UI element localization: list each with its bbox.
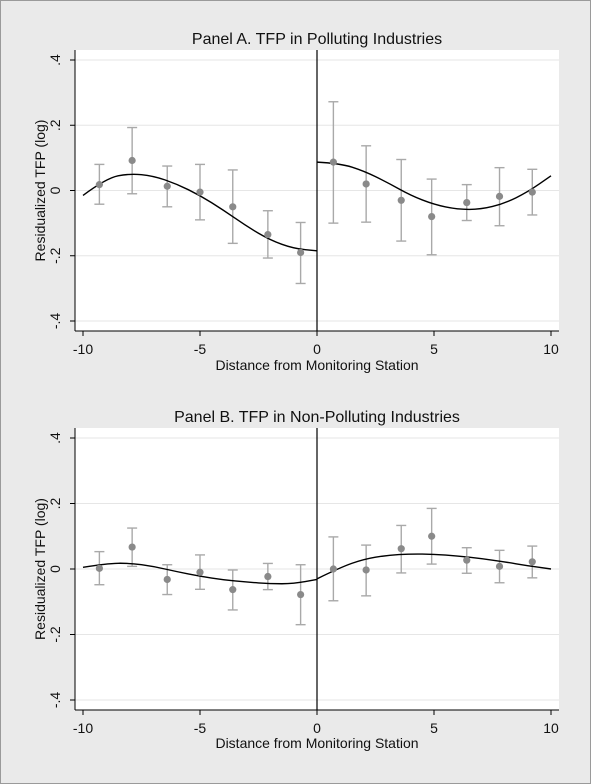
data-point-10 (428, 532, 436, 540)
x-tick-label-0: -10 (73, 720, 93, 736)
y-tick-label-4: -.4 (47, 692, 63, 709)
data-point-3 (196, 188, 204, 196)
y-tick-label-0: .4 (47, 432, 63, 444)
y-tick-label-4: -.4 (47, 313, 63, 330)
data-point-13 (528, 558, 536, 566)
x-tick-label-0: -10 (73, 341, 93, 357)
y-tick-label-0: .4 (47, 54, 63, 66)
data-point-11 (463, 198, 471, 207)
y-tick-label-3: -.2 (47, 247, 63, 264)
panel-title: Panel A. TFP in Polluting Industries (192, 31, 442, 48)
y-tick-label-1: .2 (47, 119, 63, 131)
data-point-6 (297, 248, 305, 257)
data-point-8 (362, 566, 370, 574)
data-point-5 (264, 230, 272, 239)
x-tick-label-1: -5 (194, 341, 207, 357)
x-axis-title: Distance from Monitoring Station (215, 735, 418, 751)
data-point-5 (264, 572, 272, 581)
data-point-2 (163, 182, 171, 190)
data-point-0 (95, 181, 103, 189)
fit-curve-left (82, 173, 318, 252)
data-point-0 (95, 564, 103, 572)
data-point-12 (495, 192, 504, 200)
data-point-11 (463, 556, 471, 564)
y-tick-label-2: 0 (47, 186, 63, 194)
y-axis-title: Residualized TFP (log) (32, 498, 48, 640)
x-tick-label-2: 0 (313, 720, 321, 736)
data-point-9 (397, 196, 405, 204)
fit-curve-left (82, 562, 318, 585)
x-tick-label-3: 5 (430, 341, 438, 357)
data-point-1 (128, 156, 136, 165)
fit-curve-right (316, 161, 552, 211)
x-tick-label-4: 10 (543, 720, 559, 736)
data-point-4 (229, 586, 237, 594)
x-axis-title: Distance from Monitoring Station (215, 357, 418, 373)
panel-b: .4 .2 0 -.2 -.4 -10 -5 0 5 10 Panel B. TFP in Non-… (32, 409, 559, 751)
data-point-6 (297, 590, 305, 599)
data-point-1 (128, 543, 136, 551)
data-point-2 (163, 575, 171, 584)
data-point-4 (229, 203, 237, 211)
y-tick-label-3: -.2 (47, 626, 63, 643)
data-point-10 (428, 213, 436, 221)
panel-a: .4 .2 0 -.2 -.4 -10 -5 0 5 10 Panel A. TFP in Poll… (32, 31, 559, 373)
x-tick-label-1: -5 (194, 720, 207, 736)
x-tick-label-2: 0 (313, 341, 321, 357)
data-point-12 (495, 562, 504, 570)
y-axis-title: Residualized TFP (log) (32, 120, 48, 262)
x-tick-label-4: 10 (543, 341, 559, 357)
data-point-3 (196, 568, 204, 576)
data-point-9 (397, 545, 405, 553)
data-point-7 (329, 158, 337, 166)
panel-title: Panel B. TFP in Non-Polluting Industries (174, 409, 460, 426)
data-point-8 (362, 180, 370, 188)
fit-curve-right (316, 553, 552, 580)
data-point-13 (528, 188, 536, 196)
data-point-7 (329, 565, 337, 573)
x-tick-label-3: 5 (430, 720, 438, 736)
y-tick-label-2: 0 (47, 565, 63, 573)
y-tick-label-1: .2 (47, 497, 63, 509)
